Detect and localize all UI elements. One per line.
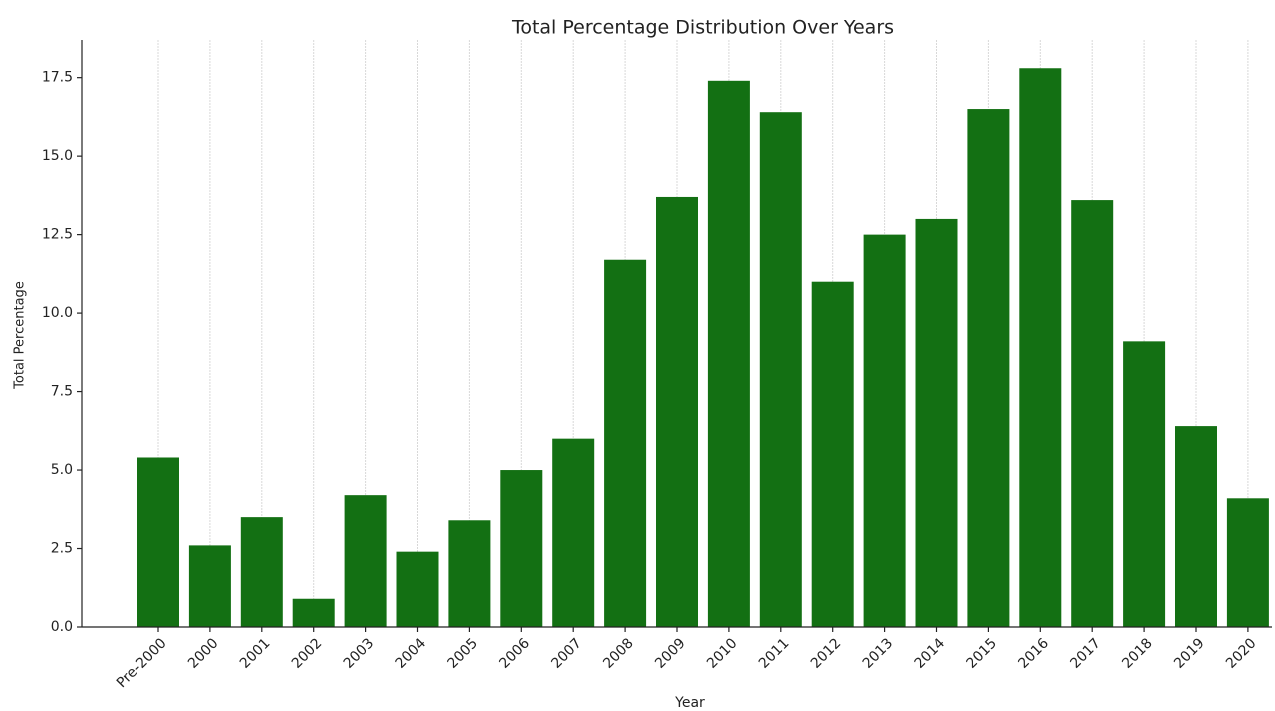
x-tick-label: 2002 [289,635,326,672]
bar [240,517,283,627]
y-tick-label: 7.5 [51,384,73,400]
bar [188,545,231,627]
bar [1019,68,1062,627]
x-tick-label: 2014 [912,635,949,672]
x-tick-label: 2004 [393,635,430,672]
x-tick-label: Pre-2000 [114,635,170,691]
x-tick-label: 2015 [964,635,1001,672]
bar [811,281,854,627]
y-tick-label: 15.0 [42,148,73,164]
y-tick-label: 5.0 [51,462,73,478]
bar [707,80,750,627]
x-tick-label: 2013 [860,635,897,672]
x-tick-label: 2016 [1015,635,1052,672]
bar [500,470,543,627]
x-tick-label: 2018 [1119,635,1156,672]
x-tick-label: 2008 [600,635,637,672]
x-tick-label: 2011 [756,635,793,672]
bar [1071,200,1114,627]
bar [967,109,1010,627]
x-tick-label: 2006 [496,635,533,672]
bar [604,259,647,627]
bar [863,234,906,628]
bar [396,551,439,627]
y-tick-label: 0.0 [51,619,73,635]
x-tick-label: 2003 [341,635,378,672]
bar [552,438,595,627]
x-tick-label: 2005 [445,635,482,672]
x-tick-label: 2017 [1067,635,1104,672]
bar [1175,426,1217,627]
x-tick-label: 2012 [808,635,845,672]
x-tick-label: 2001 [237,635,274,672]
chart-title: Total Percentage Distribution Over Years [511,17,894,39]
bar [137,457,179,627]
bar [292,598,335,627]
bar [656,196,698,627]
x-tick-label: 2019 [1171,635,1208,672]
x-tick-label: 2009 [652,635,689,672]
bar [759,112,802,627]
y-tick-label: 17.5 [42,70,73,86]
bar [448,520,491,627]
x-tick-label: 2007 [548,635,585,672]
x-axis-label: Year [674,695,705,711]
bar [1123,341,1166,627]
y-axis-label: Total Percentage [13,281,28,390]
y-tick-label: 2.5 [51,541,73,557]
x-tick-label: 2010 [704,635,741,672]
x-tick-label: 2020 [1223,635,1260,672]
bar [915,218,958,627]
x-tick-label: 2000 [185,635,222,672]
bar [344,495,387,627]
y-tick-label: 12.5 [42,227,73,243]
y-tick-label: 10.0 [42,305,73,321]
bar [1226,498,1269,627]
